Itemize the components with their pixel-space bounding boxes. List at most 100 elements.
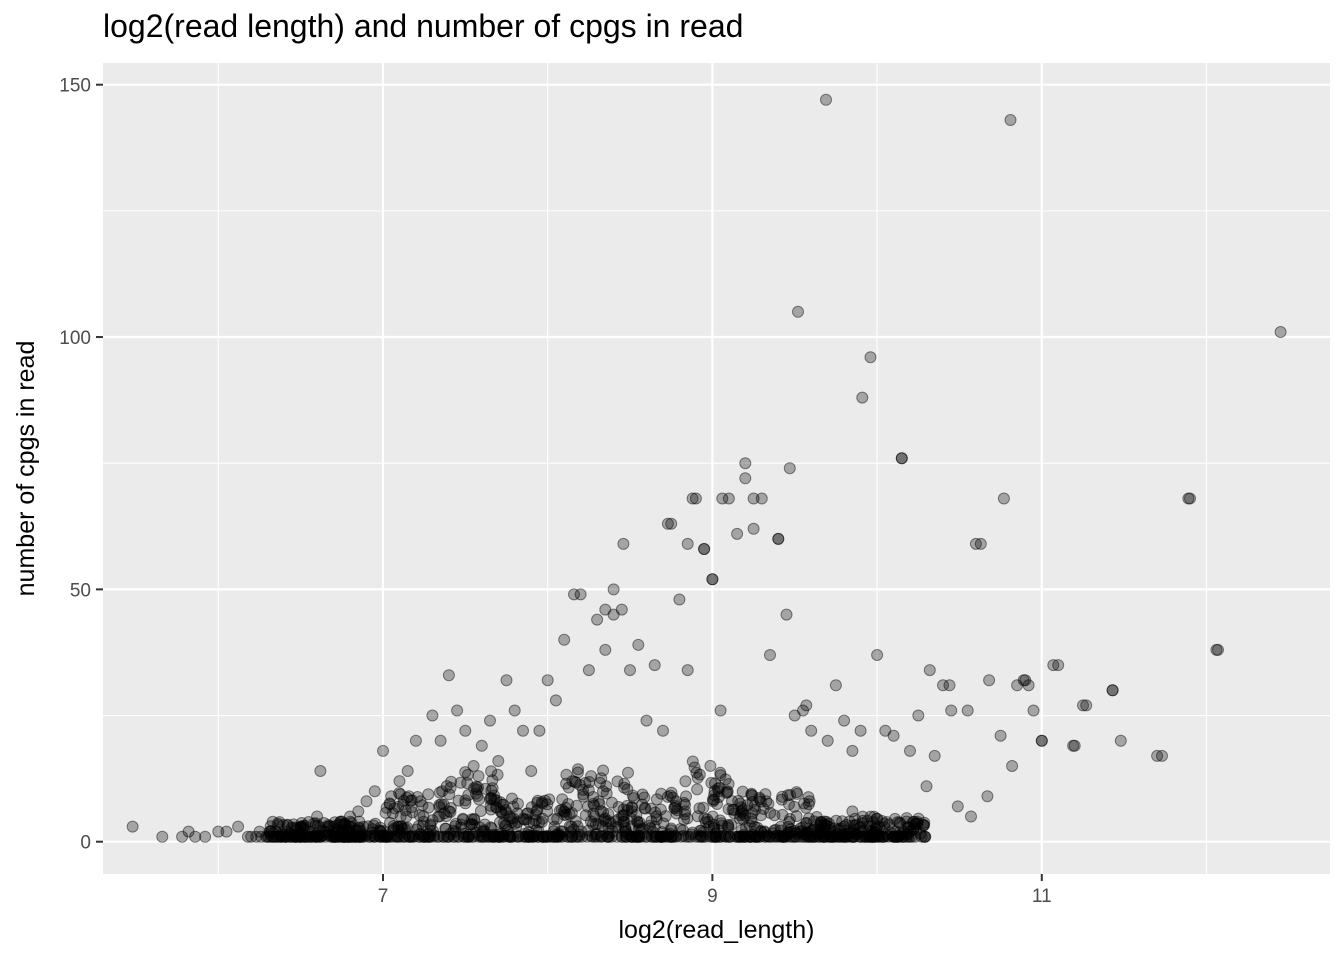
data-point	[1274, 326, 1287, 338]
data-point	[721, 786, 734, 799]
data-point	[943, 679, 956, 692]
data-point	[260, 830, 273, 843]
data-point	[880, 830, 893, 842]
data-point	[818, 815, 831, 828]
data-point	[665, 830, 678, 843]
data-point	[686, 826, 699, 839]
data-point	[630, 809, 643, 821]
data-point	[594, 830, 607, 843]
data-point	[418, 830, 431, 843]
data-point	[290, 823, 303, 836]
data-point	[561, 830, 574, 843]
data-point	[460, 830, 473, 843]
data-point	[294, 830, 307, 843]
data-point	[625, 820, 638, 833]
data-point	[547, 830, 560, 843]
data-point	[708, 789, 721, 801]
data-point	[281, 825, 294, 838]
data-point	[342, 830, 355, 843]
data-point	[600, 780, 613, 793]
data-point	[621, 799, 634, 812]
data-point	[824, 830, 837, 843]
data-point	[864, 829, 877, 842]
data-point	[344, 810, 356, 823]
data-point	[392, 824, 405, 837]
data-point	[479, 782, 492, 795]
data-point	[918, 819, 930, 832]
data-point	[805, 830, 818, 843]
data-point	[455, 818, 468, 831]
data-point	[309, 830, 322, 843]
data-point	[753, 793, 766, 806]
data-point	[337, 830, 350, 843]
data-point	[827, 830, 840, 843]
data-point	[780, 830, 793, 843]
data-point	[302, 816, 315, 828]
data-point	[846, 830, 859, 843]
data-point	[750, 830, 762, 843]
data-point	[661, 517, 674, 530]
data-point	[618, 777, 631, 790]
data-point	[661, 828, 674, 841]
data-point	[522, 826, 535, 839]
data-point	[310, 830, 322, 843]
data-point	[872, 829, 885, 842]
data-point	[737, 830, 750, 843]
data-point	[527, 817, 540, 830]
data-point	[485, 784, 498, 797]
data-point	[725, 819, 738, 831]
data-point	[866, 830, 879, 843]
data-point	[592, 817, 605, 830]
data-point	[867, 830, 880, 843]
data-point	[649, 806, 662, 819]
data-point	[582, 664, 595, 677]
data-point	[378, 830, 391, 843]
data-point	[746, 795, 759, 808]
data-point	[748, 800, 761, 812]
data-point	[334, 815, 347, 828]
data-point	[353, 830, 366, 843]
data-point	[777, 830, 790, 843]
data-point	[500, 674, 513, 687]
data-point	[461, 777, 474, 790]
data-point	[807, 815, 820, 828]
data-point	[674, 823, 687, 836]
data-point	[869, 826, 882, 838]
data-point	[657, 817, 670, 830]
data-point	[399, 822, 412, 835]
data-point	[345, 828, 358, 841]
data-point	[722, 803, 735, 816]
data-point	[719, 830, 732, 843]
data-point	[424, 830, 437, 843]
data-point	[271, 830, 284, 843]
data-point	[414, 828, 427, 841]
data-point	[442, 830, 455, 843]
data-point	[737, 803, 750, 815]
data-point	[418, 830, 431, 843]
data-point	[307, 817, 320, 830]
data-point	[807, 830, 820, 843]
data-point	[505, 816, 518, 829]
data-point	[708, 785, 721, 797]
data-point	[356, 830, 369, 843]
data-point	[729, 830, 742, 843]
data-point	[285, 821, 298, 834]
data-point	[612, 821, 625, 834]
data-point	[917, 819, 930, 832]
data-point	[636, 823, 649, 836]
data-point	[997, 492, 1010, 505]
data-point	[759, 788, 772, 801]
data-point	[705, 776, 718, 789]
data-point	[754, 795, 767, 808]
data-point	[961, 704, 974, 717]
data-point	[738, 830, 751, 843]
data-point	[482, 829, 495, 842]
data-point	[573, 828, 586, 841]
data-point	[713, 781, 726, 794]
data-point	[417, 810, 430, 823]
data-point	[693, 768, 706, 781]
data-point	[558, 633, 571, 646]
data-point	[271, 817, 284, 830]
data-point	[762, 797, 775, 810]
data-point	[424, 819, 437, 832]
